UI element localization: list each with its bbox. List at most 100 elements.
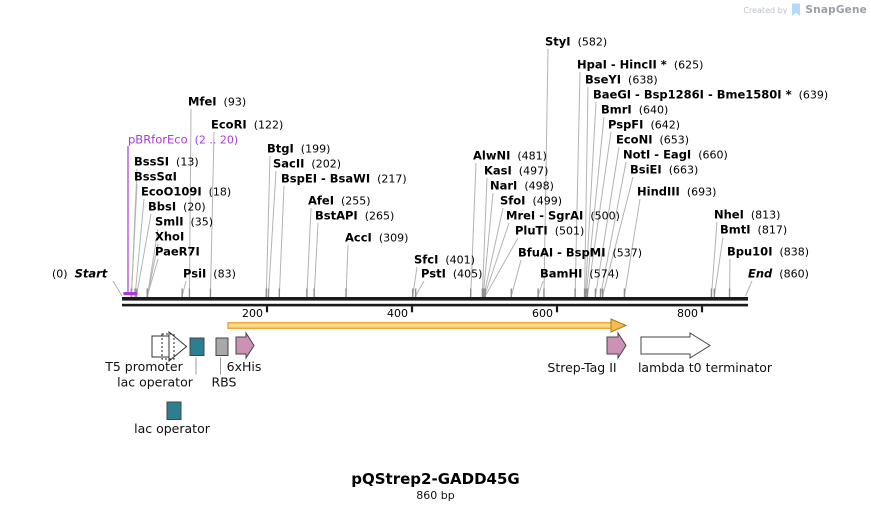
restriction-site-label[interactable]: XhoI (155, 230, 184, 244)
orf-arrowhead[interactable] (610, 318, 628, 333)
restriction-site-label[interactable]: MreI - SgrAI (500) (506, 209, 620, 223)
leader-line (623, 198, 641, 297)
feature-label[interactable]: T5 promoter (104, 359, 183, 374)
leader-line (594, 146, 620, 297)
leader-line (278, 185, 285, 297)
leader-line (713, 236, 724, 297)
ruler-tick-label: 800 (677, 307, 698, 320)
leader-line (574, 71, 581, 297)
feature-lambda-t0-terminator[interactable]: lambda t0 terminator (638, 332, 773, 375)
watermark: Created by SnapGene (743, 3, 867, 17)
restriction-site-label[interactable]: PluTI (501) (515, 224, 584, 238)
leader-line (585, 116, 605, 297)
promoter-arrowhead[interactable] (168, 330, 188, 363)
restriction-site-label[interactable]: AccI (309) (345, 231, 408, 245)
feature-shape[interactable] (606, 331, 627, 360)
primer-label[interactable]: pBRforEco (2 .. 20) (128, 133, 238, 147)
feature-label[interactable]: 6xHis (227, 359, 262, 374)
feature-strep-tag-ii[interactable]: Strep-Tag II (547, 331, 627, 375)
leader-line (584, 86, 589, 297)
feature-shape[interactable] (215, 337, 229, 356)
restriction-site-label[interactable]: PaeR7I (155, 245, 200, 259)
primer-bar (123, 292, 138, 296)
feature-label[interactable]: lambda t0 terminator (638, 360, 773, 375)
leader-line (412, 266, 418, 297)
restriction-site-label[interactable]: Bpu10I (838) (727, 245, 809, 259)
restriction-site-label[interactable]: HpaI - HincII * (625) (577, 58, 703, 72)
restriction-site-label[interactable]: BmtI (817) (720, 223, 787, 237)
leader-line (602, 176, 634, 297)
restriction-site-label[interactable]: BbsI (20) (148, 200, 206, 214)
feature-label[interactable]: Strep-Tag II (547, 360, 616, 375)
restriction-site-label[interactable]: SmlI (35) (155, 215, 213, 229)
leader-line (209, 131, 215, 297)
feature-shape[interactable] (151, 335, 170, 358)
plasmid-title: pQStrep2-GADD45G (351, 470, 520, 488)
restriction-site-label[interactable]: AlwNI (481) (473, 149, 547, 163)
promoter-dotted-box (161, 333, 175, 360)
restriction-site-label[interactable]: BssSαI (134, 170, 177, 184)
restriction-site-label[interactable]: NarI (498) (490, 179, 554, 193)
feature-6xhis[interactable]: 6xHis (227, 331, 262, 374)
restriction-site-label[interactable]: BstAPI (265) (315, 209, 394, 223)
leader-line (345, 244, 349, 297)
leader-line (267, 170, 277, 297)
restriction-site-label[interactable]: StyI (582) (545, 35, 607, 49)
restriction-site-label[interactable]: EcoRI (122) (211, 118, 283, 132)
leader-line (710, 221, 718, 297)
leader-line (584, 101, 597, 297)
restriction-site-label[interactable]: BmrI (640) (601, 103, 668, 117)
restriction-site-label[interactable]: MfeI (93) (188, 95, 246, 109)
restriction-site-label[interactable]: BspEI - BsaWI (217) (281, 172, 407, 186)
feature-t5-promoter[interactable]: T5 promoter (104, 330, 188, 374)
leader-line (483, 207, 504, 297)
restriction-site-label[interactable]: End (860) (748, 267, 809, 281)
leader-line (146, 228, 159, 297)
restriction-site-label[interactable]: AfeI (255) (308, 194, 371, 208)
restriction-site-label[interactable]: PsiI (83) (183, 267, 236, 281)
restriction-site-label[interactable]: BtgI (199) (267, 142, 330, 156)
restriction-site-label[interactable]: NotI - EagI (660) (623, 148, 728, 162)
plasmid-size: 860 bp (416, 489, 455, 502)
restriction-site-label[interactable]: EcoNI (653) (616, 133, 689, 147)
restriction-site-label[interactable]: BaeGI - Bsp1286I - Bme1580I * (639) (593, 88, 828, 102)
leader-line (470, 162, 477, 297)
restriction-site-label[interactable]: SacII (202) (273, 157, 341, 171)
restriction-site-label[interactable]: BfuAI - BspMI (537) (518, 246, 642, 260)
restriction-site-label[interactable]: (0) Start (52, 267, 108, 281)
feature-rbs[interactable]: RBS (212, 337, 237, 390)
feature-shape[interactable] (189, 337, 205, 356)
feature-label[interactable]: lac operator (117, 375, 194, 390)
restriction-site-label[interactable]: BseYI (638) (585, 73, 658, 87)
feature-shape[interactable] (235, 331, 255, 360)
feature-shape[interactable] (166, 401, 182, 420)
restriction-site-label[interactable]: EcoO109I (18) (141, 185, 231, 199)
leader-line (313, 222, 319, 297)
ruler-tick-label: 400 (387, 307, 408, 320)
leader-line (265, 155, 271, 297)
feature-lac-operator-2[interactable]: lac operator (134, 401, 211, 436)
restriction-site-label[interactable]: BsiEI (663) (630, 163, 698, 177)
leader-line (112, 280, 123, 297)
restriction-site-label[interactable]: KasI (497) (484, 164, 548, 178)
leader-line (306, 207, 312, 297)
restriction-site-label[interactable]: PspFI (642) (608, 118, 680, 132)
leader-line (600, 161, 627, 297)
restriction-site-label[interactable]: SfcI (401) (414, 253, 475, 267)
restriction-site-label[interactable]: BamHI (574) (540, 267, 619, 281)
feature-label[interactable]: RBS (212, 375, 237, 390)
orf-bar[interactable] (227, 322, 614, 329)
leader-line (481, 177, 488, 297)
ruler-line (122, 303, 748, 307)
restriction-site-label[interactable]: HindIII (693) (637, 185, 716, 199)
feature-shape[interactable] (640, 332, 711, 359)
restriction-site-label[interactable]: BssSI (13) (134, 155, 199, 169)
restriction-site-label[interactable]: SfoI (499) (500, 194, 562, 208)
leader-line (484, 222, 510, 297)
restriction-site-label[interactable]: PstI (405) (421, 267, 482, 281)
leader-line (146, 258, 159, 297)
feature-label[interactable]: lac operator (134, 421, 211, 436)
feature-lac-operator-1[interactable]: lac operator (117, 337, 205, 390)
restriction-site-label[interactable]: NheI (813) (714, 208, 780, 222)
